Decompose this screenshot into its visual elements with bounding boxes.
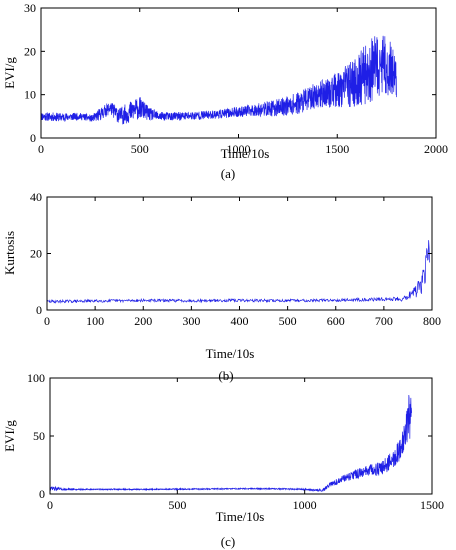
x-tick-label: 700 (375, 314, 393, 328)
x-tick-label: 200 (134, 314, 152, 328)
y-tick-label: 30 (24, 1, 36, 15)
series-line (46, 240, 430, 304)
y-tick-label: 0 (39, 487, 45, 501)
x-tick-label: 600 (327, 314, 345, 328)
y-tick-label: 100 (27, 371, 45, 385)
x-tick-label: 2000 (424, 142, 448, 156)
y-tick-label: 40 (30, 190, 42, 204)
y-axis-label: Kurtosis (2, 231, 17, 275)
chart-panel-3: 0 500 1000 1500 0 50 100 Time/10s EVI/g (c) (2, 371, 444, 549)
x-tick-label: 0 (38, 142, 44, 156)
series-line (40, 35, 397, 125)
x-tick-label: 500 (168, 498, 186, 512)
y-axis-label: EVI/g (2, 57, 17, 89)
x-axis-label: Time/10s (216, 509, 265, 524)
plot-frame (46, 196, 433, 311)
y-tick-label: 0 (36, 303, 42, 317)
x-tick-label: 500 (131, 142, 149, 156)
x-tick-label: 0 (47, 498, 53, 512)
panel-caption: (b) (218, 368, 233, 383)
y-tick-label: 20 (30, 247, 42, 261)
panel-caption: (a) (221, 166, 235, 181)
x-tick-label: 400 (231, 314, 249, 328)
x-axis-label: Time/10s (221, 146, 270, 161)
panel-caption: (c) (221, 534, 235, 549)
series-line (49, 395, 412, 493)
x-tick-label: 1500 (420, 498, 444, 512)
chart-panel-2: 0 100 200 300 400 500 600 700 800 0 20 40 Time/10s Ku… (2, 190, 441, 383)
x-tick-label: 800 (423, 314, 441, 328)
x-tick-label: 1000 (293, 498, 317, 512)
x-tick-label: 100 (86, 314, 104, 328)
y-tick-label: 10 (24, 88, 36, 102)
plot-frame (49, 377, 433, 495)
y-tick-label: 0 (30, 131, 36, 145)
y-tick-label: 20 (24, 44, 36, 58)
x-tick-label: 1000 (227, 142, 251, 156)
x-tick-label: 300 (182, 314, 200, 328)
x-axis-label: Time/10s (206, 346, 255, 361)
y-axis-label: EVI/g (2, 420, 17, 452)
y-tick-label: 50 (33, 429, 45, 443)
x-tick-label: 0 (44, 314, 50, 328)
x-tick-label: 1500 (325, 142, 349, 156)
chart-panel-1: 0 500 1000 1500 2000 0 10 20 30 Time/10s EVI/g (a) (2, 1, 448, 181)
x-tick-label: 500 (279, 314, 297, 328)
